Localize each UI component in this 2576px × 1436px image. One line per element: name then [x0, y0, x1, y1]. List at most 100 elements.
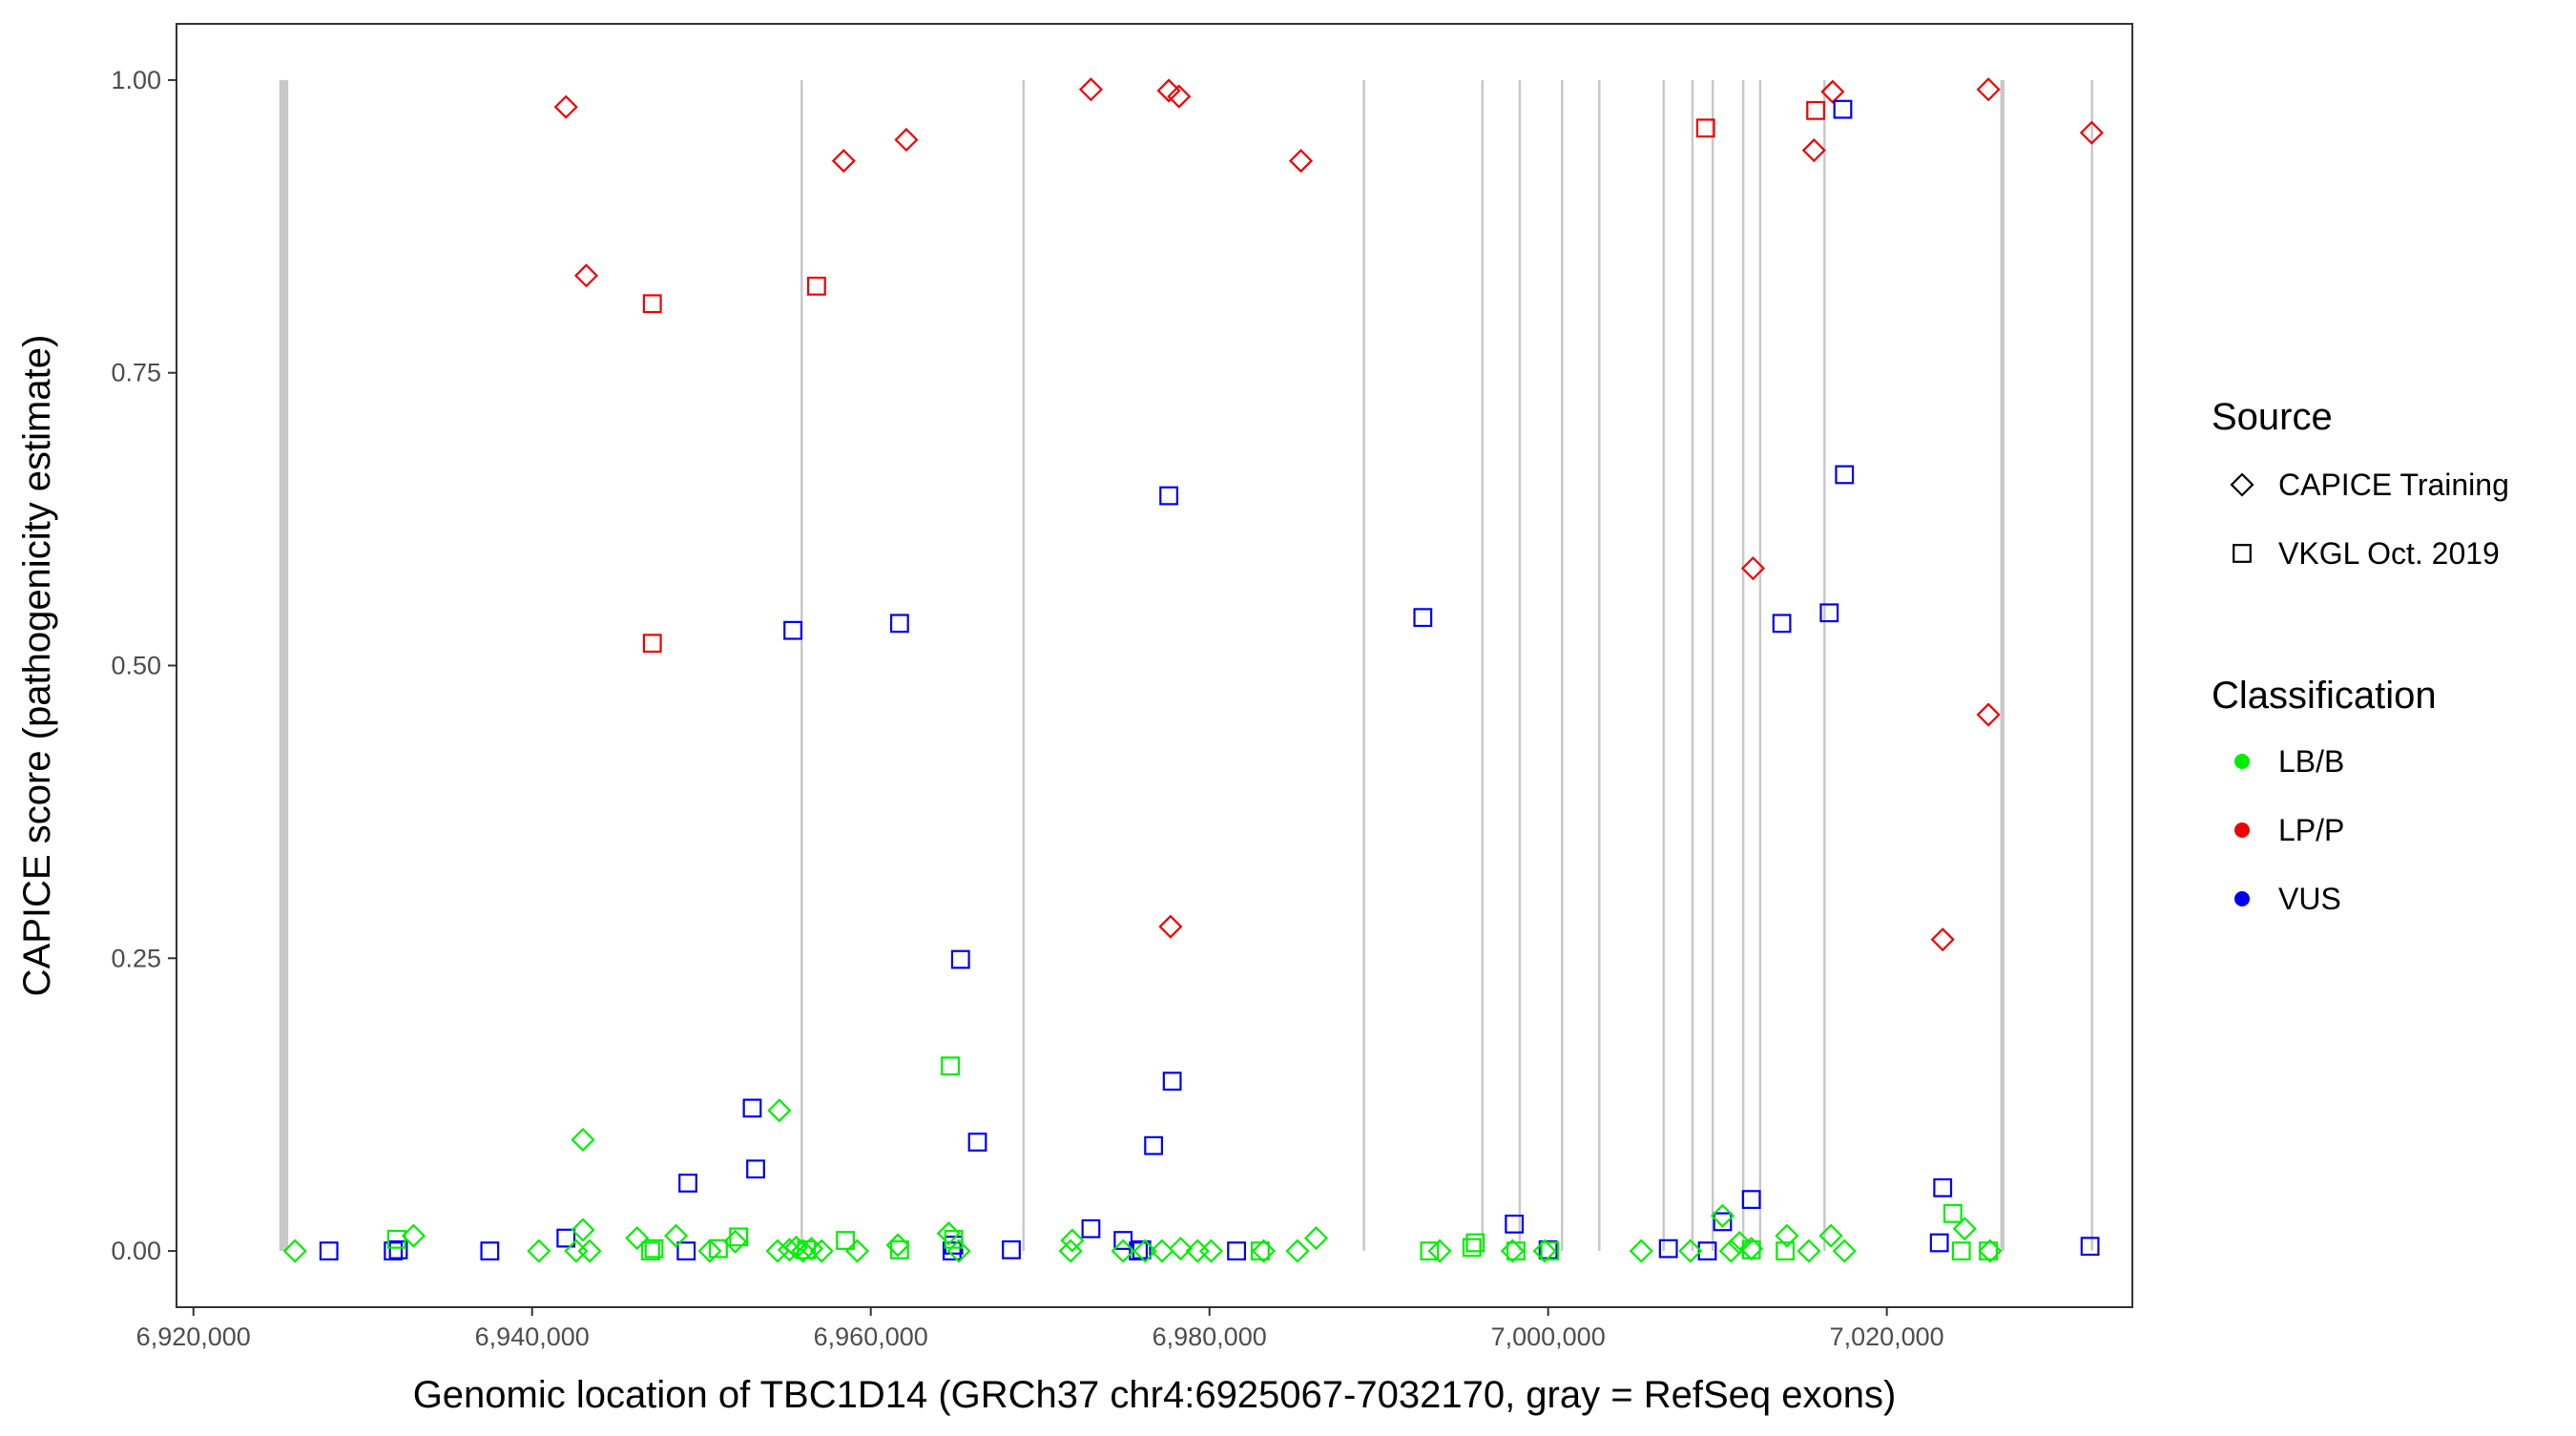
data-point-vus-square	[1002, 1239, 1021, 1259]
data-point-vus-square	[783, 620, 802, 640]
data-point-lbb-square	[1951, 1241, 1971, 1260]
data-point-lpp-square	[642, 294, 662, 314]
data-point-vus-square	[388, 1239, 408, 1259]
data-point-vus-square	[889, 614, 909, 634]
data-point-lbb-diamond	[1718, 1238, 1743, 1263]
data-point-lpp-square	[807, 276, 826, 296]
legend-key-diamond	[2230, 472, 2254, 497]
legend-label-classification: LP/P	[2278, 813, 2344, 847]
data-point-lpp-diamond	[1158, 914, 1183, 939]
data-point-lbb-diamond	[1727, 1230, 1752, 1256]
data-point-lpp-diamond	[1930, 927, 1955, 952]
exon-line	[1662, 79, 1665, 1252]
data-point-lpp-diamond	[1156, 78, 1181, 103]
data-point-lbb-diamond	[1198, 1238, 1224, 1263]
data-point-lbb-diamond	[1739, 1237, 1764, 1261]
legend-key-dot	[2234, 822, 2250, 838]
data-point-lbb-square	[1776, 1241, 1796, 1260]
y-tick-label: 0.00	[111, 1237, 161, 1265]
data-point-lbb-square	[1462, 1238, 1482, 1258]
y-tick-label: 1.00	[111, 66, 161, 94]
exon-line	[1362, 79, 1365, 1252]
data-point-vus-square	[1113, 1231, 1133, 1250]
data-point-lbb-diamond	[1952, 1217, 1977, 1241]
data-point-lpp-diamond	[1740, 556, 1765, 581]
data-point-lbb-square	[1465, 1233, 1485, 1253]
legend-title-classification: Classification	[2212, 675, 2437, 717]
data-point-lbb-diamond	[577, 1238, 602, 1263]
data-point-lbb-square	[941, 1056, 961, 1076]
x-tick-label: 7,020,000	[1830, 1322, 1944, 1351]
data-point-lpp-diamond	[1167, 84, 1192, 109]
data-point-lbb-diamond	[885, 1233, 910, 1258]
y-tick-label: 0.50	[111, 652, 161, 680]
data-point-vus-square	[1772, 614, 1792, 634]
data-point-vus-square	[678, 1174, 697, 1193]
y-tick-label: 0.25	[111, 944, 161, 972]
data-point-lbb-diamond	[697, 1238, 722, 1263]
data-point-vus-square	[1819, 603, 1839, 623]
data-point-lbb-diamond	[1251, 1238, 1277, 1263]
exon-line	[800, 79, 803, 1252]
data-point-vus-square	[1933, 1177, 1953, 1197]
y-axis-title: CAPICE score (pathogenicity estimate)	[16, 335, 58, 997]
legend-key-square	[2233, 544, 2252, 563]
data-point-lpp-square	[642, 634, 662, 654]
y-axis-ticks: 0.00 0.25 0.50 0.75 1.00	[111, 66, 177, 1265]
data-point-lpp-square	[1806, 100, 1825, 120]
data-point-lbb-diamond	[1060, 1228, 1085, 1253]
data-point-lpp-diamond	[1801, 137, 1826, 163]
data-point-lbb-diamond	[1818, 1223, 1843, 1248]
data-point-vus-square	[1835, 465, 1855, 485]
exon-line	[1741, 79, 1745, 1252]
exon-line	[2090, 79, 2094, 1252]
data-point-vus-square	[746, 1159, 765, 1179]
data-point-lbb-square	[1942, 1203, 1963, 1223]
data-point-lbb-diamond	[664, 1223, 689, 1248]
data-point-lbb-diamond	[527, 1238, 551, 1263]
data-point-lbb-diamond	[1978, 1238, 2003, 1263]
data-point-vus-square	[1505, 1214, 1525, 1234]
exon-line	[1711, 79, 1714, 1252]
data-point-vus-square	[319, 1241, 339, 1260]
data-point-vus-square	[1658, 1238, 1678, 1259]
x-tick-label: 6,980,000	[1153, 1322, 1267, 1351]
data-point-lpp-diamond	[894, 127, 919, 153]
exon-line	[1691, 79, 1694, 1252]
legend-class-items: LB/B LP/P VUS	[2234, 744, 2344, 916]
data-point-lbb-diamond	[1710, 1203, 1735, 1228]
x-axis-title: Genomic location of TBC1D14 (GRCh37 chr4…	[413, 1374, 1897, 1416]
legend-label-classification: VUS	[2278, 882, 2341, 916]
data-point-lbb-square	[709, 1238, 728, 1259]
exon-line	[1560, 79, 1564, 1252]
data-point-lbb-square	[836, 1231, 855, 1250]
data-point-lbb-square	[386, 1229, 406, 1249]
data-point-lpp-diamond	[2079, 120, 2104, 145]
data-point-vus-square	[1413, 608, 1433, 628]
data-point-lbb-diamond	[1532, 1238, 1557, 1263]
data-point-lbb-diamond	[1797, 1238, 1821, 1263]
data-point-vus-square	[1162, 1072, 1182, 1092]
legend: Source CAPICE Training VKGL Oct. 2019 Cla…	[2212, 396, 2509, 916]
data-point-lbb-diamond	[723, 1229, 748, 1254]
legend-label-source: VKGL Oct. 2019	[2278, 536, 2500, 571]
data-point-lbb-diamond	[791, 1238, 816, 1263]
data-point-vus-square	[384, 1241, 404, 1260]
data-point-vus-square	[2080, 1237, 2100, 1257]
data-point-vus-square	[950, 949, 970, 969]
data-point-lbb-diamond	[946, 1238, 971, 1263]
legend-label-source: CAPICE Training	[2278, 468, 2509, 502]
data-point-vus-square	[1159, 486, 1178, 506]
exon-line	[1481, 79, 1485, 1252]
data-point-vus-square	[1833, 99, 1853, 119]
data-point-lbb-diamond	[800, 1237, 824, 1261]
data-point-vus-square	[1144, 1135, 1164, 1155]
data-point-lbb-diamond	[1629, 1238, 1653, 1263]
data-points	[282, 77, 2104, 1263]
exon-line	[279, 79, 289, 1252]
x-axis-ticks: 6,920,000 6,940,000 6,960,000 6,980,000 7,00…	[136, 1307, 1944, 1351]
legend-key-dot	[2234, 891, 2250, 906]
data-point-lbb-square	[1540, 1241, 1560, 1260]
exon-line	[1022, 79, 1026, 1252]
